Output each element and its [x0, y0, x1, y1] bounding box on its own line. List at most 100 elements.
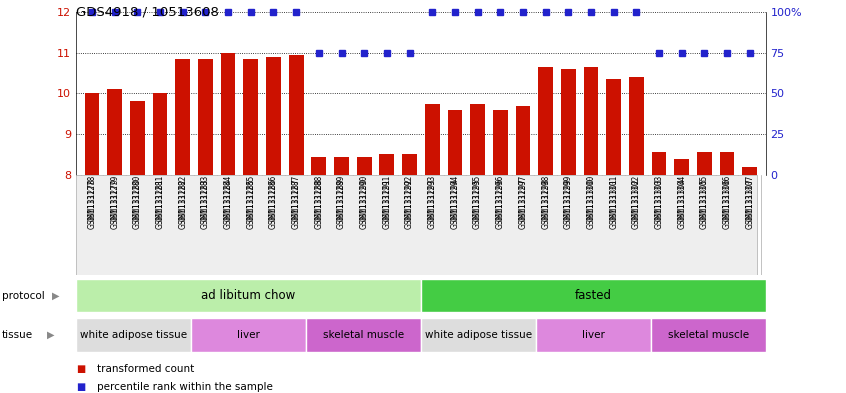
Text: GSM1131280: GSM1131280	[133, 178, 142, 229]
Text: GSM1131291: GSM1131291	[382, 178, 392, 229]
Bar	[425, 103, 440, 393]
Bar	[651, 318, 766, 352]
Text: GSM1131297: GSM1131297	[519, 178, 527, 229]
Bar	[493, 110, 508, 393]
Bar	[420, 318, 536, 352]
Bar	[561, 69, 575, 393]
Text: GSM1131295: GSM1131295	[473, 175, 482, 221]
Text: GSM1131282: GSM1131282	[179, 178, 187, 228]
Text: GSM1131299: GSM1131299	[563, 175, 573, 221]
Text: GSM1131304: GSM1131304	[677, 178, 686, 229]
Bar	[266, 57, 281, 393]
Text: GSM1131307: GSM1131307	[745, 178, 755, 229]
Text: white adipose tissue: white adipose tissue	[425, 330, 532, 340]
Text: tissue: tissue	[2, 330, 33, 340]
Bar	[191, 318, 306, 352]
Bar	[306, 318, 420, 352]
Bar	[198, 59, 213, 393]
Text: GSM1131290: GSM1131290	[360, 175, 369, 221]
Text: GSM1131305: GSM1131305	[700, 175, 709, 221]
Bar	[380, 154, 394, 393]
Bar	[515, 106, 530, 393]
Text: GSM1131278: GSM1131278	[87, 178, 96, 229]
Text: GSM1131300: GSM1131300	[586, 175, 596, 221]
Text: GSM1131298: GSM1131298	[541, 175, 550, 221]
Text: percentile rank within the sample: percentile rank within the sample	[97, 382, 273, 392]
Bar	[536, 318, 651, 352]
Bar	[244, 59, 258, 393]
Bar	[85, 93, 99, 393]
Bar	[743, 167, 757, 393]
Text: fasted: fasted	[574, 289, 612, 302]
Text: GSM1131283: GSM1131283	[201, 178, 210, 229]
Text: GSM1131278: GSM1131278	[87, 175, 96, 221]
Bar	[357, 156, 371, 393]
Text: GSM1131300: GSM1131300	[586, 178, 596, 229]
Bar	[152, 93, 168, 393]
Text: GSM1131301: GSM1131301	[609, 178, 618, 229]
Text: GSM1131306: GSM1131306	[722, 178, 732, 229]
Bar	[175, 59, 190, 393]
Text: protocol: protocol	[2, 291, 45, 301]
Bar	[607, 79, 621, 393]
Text: GSM1131286: GSM1131286	[269, 175, 278, 221]
Text: GSM1131299: GSM1131299	[563, 178, 573, 229]
Text: GSM1131291: GSM1131291	[382, 175, 392, 221]
Bar	[76, 279, 420, 312]
Bar	[674, 158, 689, 393]
Text: GSM1131301: GSM1131301	[609, 175, 618, 221]
Text: GSM1131281: GSM1131281	[156, 178, 165, 228]
Text: GSM1131289: GSM1131289	[337, 178, 346, 229]
Bar	[584, 67, 598, 393]
Bar	[221, 53, 235, 393]
Text: GSM1131306: GSM1131306	[722, 175, 732, 221]
Text: GSM1131292: GSM1131292	[405, 175, 414, 221]
Text: GSM1131287: GSM1131287	[292, 175, 300, 221]
Text: GSM1131305: GSM1131305	[700, 178, 709, 229]
Bar	[76, 318, 191, 352]
Text: GSM1131289: GSM1131289	[337, 175, 346, 221]
Text: GSM1131286: GSM1131286	[269, 178, 278, 229]
Bar	[311, 156, 327, 393]
Bar	[651, 152, 667, 393]
Text: GSM1131294: GSM1131294	[450, 178, 459, 229]
Text: GSM1131298: GSM1131298	[541, 178, 550, 229]
Bar	[107, 89, 122, 393]
Text: GSM1131282: GSM1131282	[179, 175, 187, 221]
Text: GSM1131285: GSM1131285	[246, 175, 255, 221]
Bar	[470, 103, 485, 393]
Text: ▶: ▶	[52, 291, 60, 301]
Text: GSM1131283: GSM1131283	[201, 175, 210, 221]
Bar	[448, 110, 462, 393]
Text: GSM1131279: GSM1131279	[110, 178, 119, 229]
Text: GSM1131292: GSM1131292	[405, 178, 414, 229]
Text: liver: liver	[582, 330, 605, 340]
Text: transformed count: transformed count	[97, 364, 195, 375]
Text: liver: liver	[237, 330, 260, 340]
Bar	[538, 67, 553, 393]
Text: GSM1131304: GSM1131304	[677, 175, 686, 221]
Bar	[697, 152, 711, 393]
Text: GSM1131288: GSM1131288	[315, 178, 323, 228]
Text: GSM1131302: GSM1131302	[632, 178, 641, 229]
Text: GSM1131296: GSM1131296	[496, 175, 505, 221]
Text: GSM1131284: GSM1131284	[223, 175, 233, 221]
Bar	[420, 279, 766, 312]
Text: GSM1131297: GSM1131297	[519, 175, 527, 221]
Text: GSM1131307: GSM1131307	[745, 175, 755, 221]
Text: skeletal muscle: skeletal muscle	[667, 330, 749, 340]
Text: GSM1131288: GSM1131288	[315, 175, 323, 221]
Text: GSM1131302: GSM1131302	[632, 175, 641, 221]
Text: ▶: ▶	[47, 330, 54, 340]
Text: ■: ■	[76, 364, 85, 375]
Text: GSM1131296: GSM1131296	[496, 178, 505, 229]
Text: GDS4918 / 10513608: GDS4918 / 10513608	[76, 6, 219, 19]
Text: white adipose tissue: white adipose tissue	[80, 330, 187, 340]
Text: ■: ■	[76, 382, 85, 392]
Bar	[402, 154, 417, 393]
Text: GSM1131295: GSM1131295	[473, 178, 482, 229]
Bar	[720, 152, 734, 393]
Text: GSM1131279: GSM1131279	[110, 175, 119, 221]
Bar	[334, 156, 349, 393]
Text: GSM1131285: GSM1131285	[246, 178, 255, 229]
